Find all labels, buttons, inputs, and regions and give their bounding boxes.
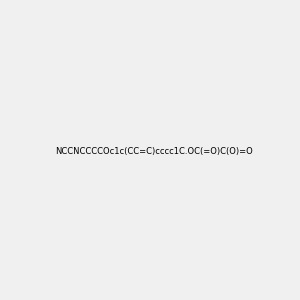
Text: NCCNCCCCOc1c(CC=C)cccc1C.OC(=O)C(O)=O: NCCNCCCCOc1c(CC=C)cccc1C.OC(=O)C(O)=O <box>55 147 253 156</box>
